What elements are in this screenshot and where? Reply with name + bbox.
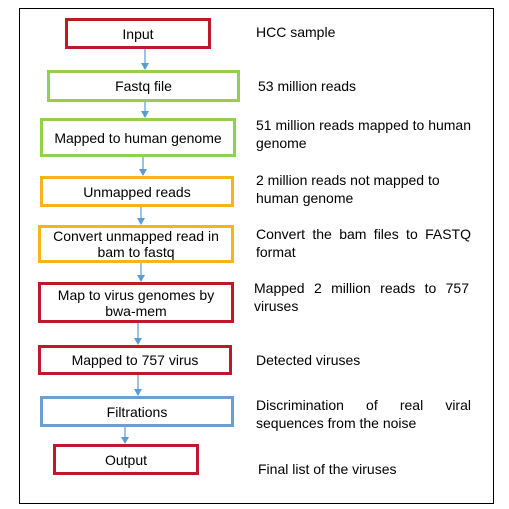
step-box-mapped-to-human-genome: Mapped to human genome [40,118,236,157]
step-description-mapped-to-757-virus: Detected viruses [256,352,361,368]
step-label-convert-unmapped-read: Convert unmapped read in bam to fastq [53,228,219,260]
step-label-output: Output [104,451,148,468]
step-description-unmapped-reads: 2 million reads not mapped to human geno… [256,172,440,206]
step-box-fastq-file: Fastq file [47,70,240,102]
step-label-mapped-to-757-virus: Mapped to 757 virus [71,352,199,368]
step-description-filtrations: Discrimination of real viral sequences f… [256,397,471,431]
step-description-convert-unmapped-read: Convert the bam files to FASTQ format [256,226,471,260]
step-label-map-to-virus-genomes: Map to virus genomes by bwa-mem [57,286,215,319]
step-label-unmapped-reads: Unmapped reads [83,183,191,200]
diagram-frame [19,8,494,504]
step-box-input: Input [65,18,211,49]
step-description-fastq-file: 53 million reads [258,78,357,94]
step-description-map-to-virus-genomes: Mapped 2 million reads to 757 viruses [254,280,469,314]
step-label-input: Input [122,25,154,42]
step-description-input: HCC sample [256,24,336,40]
step-box-mapped-to-757-virus: Mapped to 757 virus [38,345,232,375]
step-box-filtrations: Filtrations [40,396,234,427]
step-description-output: Final list of the viruses [258,461,397,477]
step-label-fastq-file: Fastq file [115,78,172,94]
step-label-filtrations: Filtrations [106,403,168,420]
step-label-mapped-to-human-genome: Mapped to human genome [54,129,222,146]
step-box-convert-unmapped-read: Convert unmapped read in bam to fastq [38,225,234,263]
step-box-map-to-virus-genomes: Map to virus genomes by bwa-mem [38,282,234,323]
step-box-output: Output [53,444,199,475]
step-description-mapped-to-human-genome: 51 million reads mapped to human genome [256,117,471,151]
step-box-unmapped-reads: Unmapped reads [40,176,234,207]
